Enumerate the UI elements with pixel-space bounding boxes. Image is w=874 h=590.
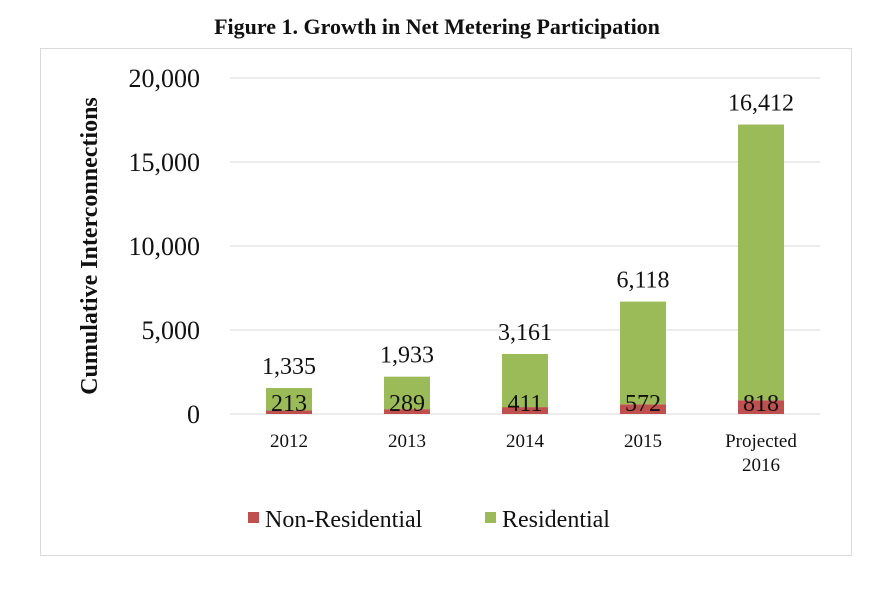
chart-title: Figure 1. Growth in Net Metering Partici… [214,14,660,39]
data-label-residential: 16,412 [728,91,794,117]
data-label-residential: 1,933 [380,343,434,369]
bar-non-residential [384,409,430,414]
x-tick-label: 2014 [506,431,545,452]
x-tick-label: 2016 [742,455,780,476]
bar-residential [384,376,430,410]
data-label-non-residential: 818 [743,391,779,417]
bar-residential [266,387,312,411]
legend-label: Residential [502,507,610,533]
chart-frame [40,48,852,556]
x-tick-label: 2012 [270,431,308,452]
bar-non-residential [266,410,312,414]
legend-swatch [485,512,496,523]
x-tick-label: 2013 [388,431,426,452]
bar-residential [620,301,666,405]
data-label-non-residential: 213 [271,391,307,417]
data-label-residential: 3,161 [498,320,552,346]
bar-non-residential [502,407,548,414]
bar-residential [738,124,784,401]
legend-label: Non-Residential [265,507,423,533]
data-label-non-residential: 289 [389,391,425,417]
legend-swatch [248,512,259,523]
bar-residential [502,353,548,408]
bar-non-residential [620,404,666,414]
x-tick-label: 2015 [624,431,662,452]
data-label-non-residential: 411 [507,391,542,417]
y-tick-label: 15,000 [129,148,201,177]
data-label-residential: 1,335 [262,354,316,380]
bar-non-residential [738,400,784,414]
y-axis-label: Cumulative Interconnections [77,97,103,395]
x-tick-label: Projected [725,431,797,452]
data-label-residential: 6,118 [616,268,669,294]
y-tick-label: 0 [187,400,200,429]
y-tick-label: 10,000 [129,232,201,261]
data-label-non-residential: 572 [625,391,661,417]
y-tick-label: 5,000 [142,316,201,345]
y-tick-label: 20,000 [129,64,201,93]
